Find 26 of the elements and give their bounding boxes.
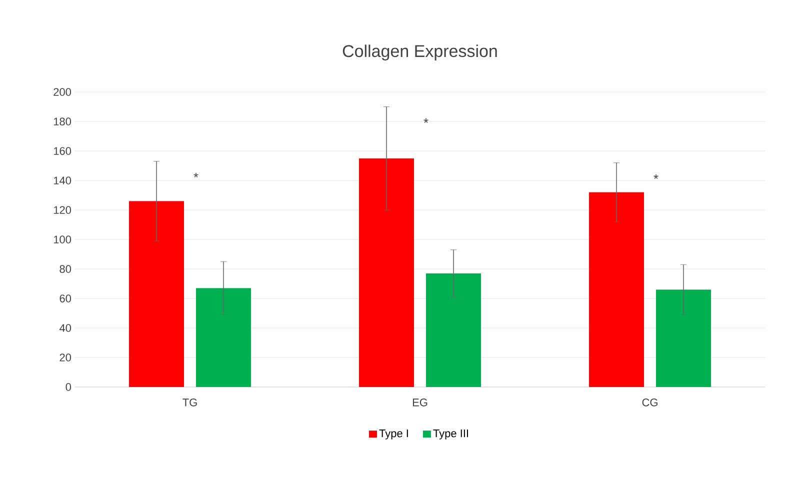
bar: [426, 273, 482, 387]
legend-label: Type I: [379, 430, 408, 440]
y-tick-label: 100: [54, 236, 72, 244]
annotation: *: [424, 118, 428, 123]
y-tick-label: 0: [66, 383, 72, 391]
y-tick-label: 120: [54, 206, 72, 214]
y-tick-label: 60: [60, 294, 72, 302]
y-tick-label: 40: [59, 324, 72, 332]
bar: [196, 288, 252, 387]
bar: [656, 290, 712, 387]
y-tick-label: 180: [54, 118, 72, 126]
y-tick-label: 160: [54, 147, 72, 155]
bar: [129, 201, 184, 387]
annotation: *: [654, 174, 658, 179]
y-tick-label: 80: [60, 265, 72, 273]
x-tick-label: EG: [412, 398, 428, 406]
y-tick-label: 200: [54, 88, 72, 96]
y-tick-label: 140: [54, 176, 72, 184]
x-tick-label: TG: [182, 398, 197, 406]
annotation: *: [194, 172, 198, 178]
x-tick-label: CG: [642, 398, 658, 406]
bar: [359, 158, 414, 387]
y-tick-label: 20: [60, 354, 72, 362]
chart-title: Collagen Expression: [342, 44, 497, 60]
bar: [589, 192, 644, 387]
legend-label: Type III: [433, 430, 468, 440]
